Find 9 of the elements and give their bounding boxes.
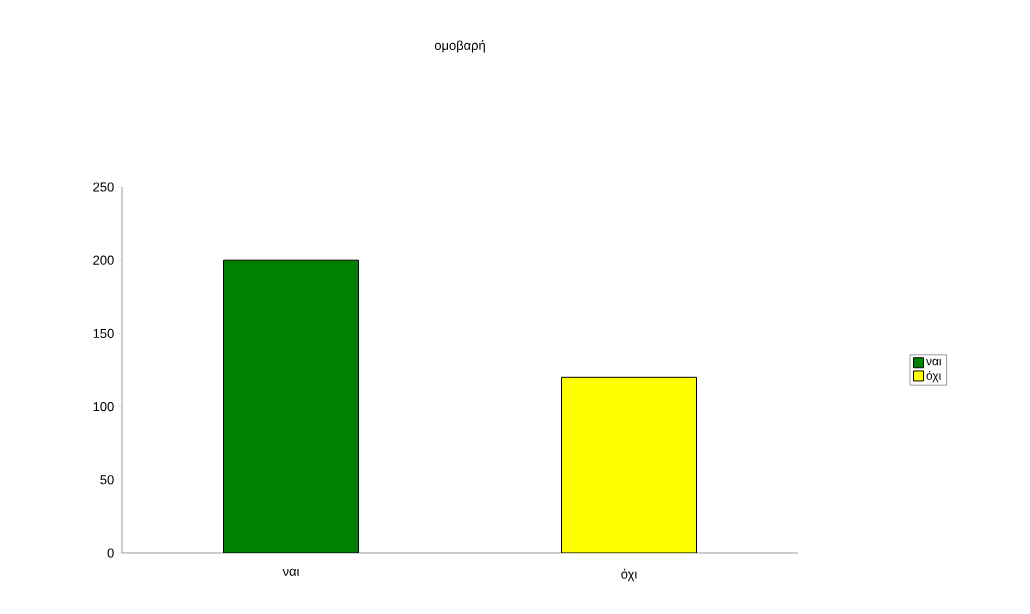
y-tick-label: 50 [100, 475, 114, 485]
y-tick-label: 150 [93, 328, 114, 338]
y-tick-label: 0 [107, 548, 114, 558]
legend-label: ναι [926, 358, 942, 366]
y-tick-label: 100 [93, 402, 114, 412]
chart-title: ομοβαρή [434, 40, 485, 53]
legend-label: όχι [926, 370, 941, 383]
y-tick-label: 200 [93, 255, 114, 265]
y-tick-label: 250 [93, 182, 114, 192]
